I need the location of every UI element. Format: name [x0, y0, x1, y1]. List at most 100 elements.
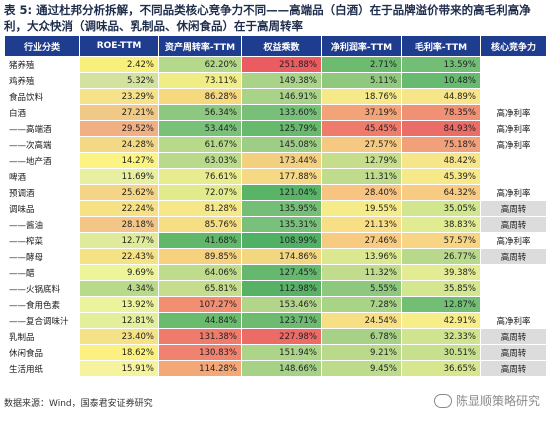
- cell-core: [480, 152, 547, 169]
- cell-net: 19.55%: [321, 200, 402, 217]
- cell-eq: 227.98%: [241, 328, 322, 345]
- cell-core: 高净利率: [480, 232, 547, 249]
- cell-turn: 89.85%: [158, 248, 242, 265]
- cell-gross: 64.32%: [401, 184, 481, 201]
- table-row: ——醋 9.69% 64.06% 127.45% 11.32% 39.38%: [4, 264, 547, 281]
- cell-net: 45.45%: [321, 120, 402, 137]
- row-category: ——高端酒: [4, 120, 80, 137]
- cell-turn: 63.03%: [158, 152, 242, 169]
- cell-turn: 107.27%: [158, 296, 242, 313]
- cell-turn: 72.07%: [158, 184, 242, 201]
- cell-net: 7.28%: [321, 296, 402, 313]
- cell-core: [480, 280, 547, 297]
- row-category: ——地产酒: [4, 152, 80, 169]
- row-category: 鸡养殖: [4, 72, 80, 89]
- table-row: 调味品 22.24% 81.28% 135.95% 19.55% 35.05% 高周转: [4, 200, 547, 217]
- table-row: ——酵母 22.43% 89.85% 174.86% 13.96% 26.77% 高周转: [4, 248, 547, 265]
- cell-eq: 149.38%: [241, 72, 322, 89]
- cell-gross: 13.59%: [401, 56, 481, 73]
- cell-turn: 56.34%: [158, 104, 242, 121]
- cell-gross: 48.42%: [401, 152, 481, 169]
- cell-eq: 127.45%: [241, 264, 322, 281]
- cell-net: 11.31%: [321, 168, 402, 185]
- cell-turn: 44.84%: [158, 312, 242, 329]
- cell-gross: 32.33%: [401, 328, 481, 345]
- cell-roe: 24.28%: [79, 136, 159, 153]
- table-row: ——次高端 24.28% 61.67% 145.08% 27.57% 75.18% 高净利率: [4, 136, 547, 153]
- cell-gross: 42.91%: [401, 312, 481, 329]
- table-row: 预调酒 25.62% 72.07% 121.04% 28.40% 64.32% 高净利率: [4, 184, 547, 201]
- cell-roe: 13.92%: [79, 296, 159, 313]
- table-row: ——复合调味汁 12.81% 44.84% 123.71% 24.54% 42.91% 高净…: [4, 312, 547, 329]
- cell-gross: 44.89%: [401, 88, 481, 105]
- cell-turn: 131.38%: [158, 328, 242, 345]
- table-row: ——高端酒 29.52% 53.44% 125.79% 45.45% 84.93% 高净利率: [4, 120, 547, 137]
- cell-roe: 22.24%: [79, 200, 159, 217]
- cell-roe: 18.62%: [79, 344, 159, 361]
- cell-eq: 174.86%: [241, 248, 322, 265]
- row-category: 食品饮料: [4, 88, 80, 105]
- cell-core: 高周转: [480, 200, 547, 217]
- cell-turn: 62.20%: [158, 56, 242, 73]
- cell-core: [480, 264, 547, 281]
- header-roe: ROE-TTM: [79, 35, 159, 57]
- cell-core: 高净利率: [480, 120, 547, 137]
- cell-turn: 64.06%: [158, 264, 242, 281]
- cell-net: 27.57%: [321, 136, 402, 153]
- table-row: ——地产酒 14.27% 63.03% 173.44% 12.79% 48.42%: [4, 152, 547, 169]
- row-category: ——食用色素: [4, 296, 80, 313]
- cell-net: 18.76%: [321, 88, 402, 105]
- cell-net: 11.32%: [321, 264, 402, 281]
- cell-net: 2.71%: [321, 56, 402, 73]
- table-row: 生活用纸 15.91% 114.28% 148.66% 9.45% 36.65% 高周转: [4, 360, 547, 377]
- cell-roe: 2.42%: [79, 56, 159, 73]
- cell-net: 28.40%: [321, 184, 402, 201]
- cell-net: 13.96%: [321, 248, 402, 265]
- table-title: 表 5: 通过杜邦分析拆解，不同品类核心竞争力不同——高端品（白酒）在于品牌溢价…: [4, 3, 531, 33]
- header-row: 行业分类 ROE-TTM 资产周转率-TTM 权益乘数 净利润率-TTM 毛利率…: [4, 35, 547, 57]
- cell-roe: 5.32%: [79, 72, 159, 89]
- row-category: 休闲食品: [4, 344, 80, 361]
- cell-core: 高周转: [480, 360, 547, 377]
- header-gross-margin: 毛利率-TTM: [401, 35, 481, 57]
- cell-roe: 23.40%: [79, 328, 159, 345]
- table-row: 猪养殖 2.42% 62.20% 251.88% 2.71% 13.59%: [4, 56, 547, 73]
- cell-eq: 177.88%: [241, 168, 322, 185]
- table-row: ——食用色素 13.92% 107.27% 153.46% 7.28% 12.87%: [4, 296, 547, 313]
- cell-eq: 108.99%: [241, 232, 322, 249]
- row-category: ——火锅底料: [4, 280, 80, 297]
- watermark: 陈显顺策略研究: [433, 392, 540, 409]
- cell-eq: 133.60%: [241, 104, 322, 121]
- cell-eq: 112.98%: [241, 280, 322, 297]
- cell-core: 高净利率: [480, 312, 547, 329]
- cell-turn: 41.68%: [158, 232, 242, 249]
- cell-gross: 38.83%: [401, 216, 481, 233]
- cell-net: 24.54%: [321, 312, 402, 329]
- table-row: 鸡养殖 5.32% 73.11% 149.38% 5.11% 10.48%: [4, 72, 547, 89]
- cell-turn: 61.67%: [158, 136, 242, 153]
- cell-eq: 135.31%: [241, 216, 322, 233]
- cell-gross: 12.87%: [401, 296, 481, 313]
- cell-eq: 151.94%: [241, 344, 322, 361]
- row-category: 预调酒: [4, 184, 80, 201]
- cell-core: [480, 88, 547, 105]
- cell-roe: 12.81%: [79, 312, 159, 329]
- header-equity-multiplier: 权益乘数: [241, 35, 322, 57]
- row-category: ——酱油: [4, 216, 80, 233]
- table-row: ——榨菜 12.77% 41.68% 108.99% 27.46% 57.57% 高净利率: [4, 232, 547, 249]
- cell-roe: 9.69%: [79, 264, 159, 281]
- cell-turn: 73.11%: [158, 72, 242, 89]
- table-row: ——酱油 28.18% 85.76% 135.31% 21.13% 38.83% 高周转: [4, 216, 547, 233]
- cell-eq: 146.91%: [241, 88, 322, 105]
- cell-net: 5.55%: [321, 280, 402, 297]
- cell-eq: 125.79%: [241, 120, 322, 137]
- cell-roe: 29.52%: [79, 120, 159, 137]
- row-category: ——榨菜: [4, 232, 80, 249]
- table-row: 白酒 27.21% 56.34% 133.60% 37.19% 78.35% 高净利率: [4, 104, 547, 121]
- cell-roe: 4.34%: [79, 280, 159, 297]
- table-row: ——火锅底料 4.34% 65.81% 112.98% 5.55% 35.85%: [4, 280, 547, 297]
- cell-core: [480, 56, 547, 73]
- header-category: 行业分类: [4, 35, 80, 57]
- cell-gross: 45.39%: [401, 168, 481, 185]
- wechat-icon: [433, 393, 452, 408]
